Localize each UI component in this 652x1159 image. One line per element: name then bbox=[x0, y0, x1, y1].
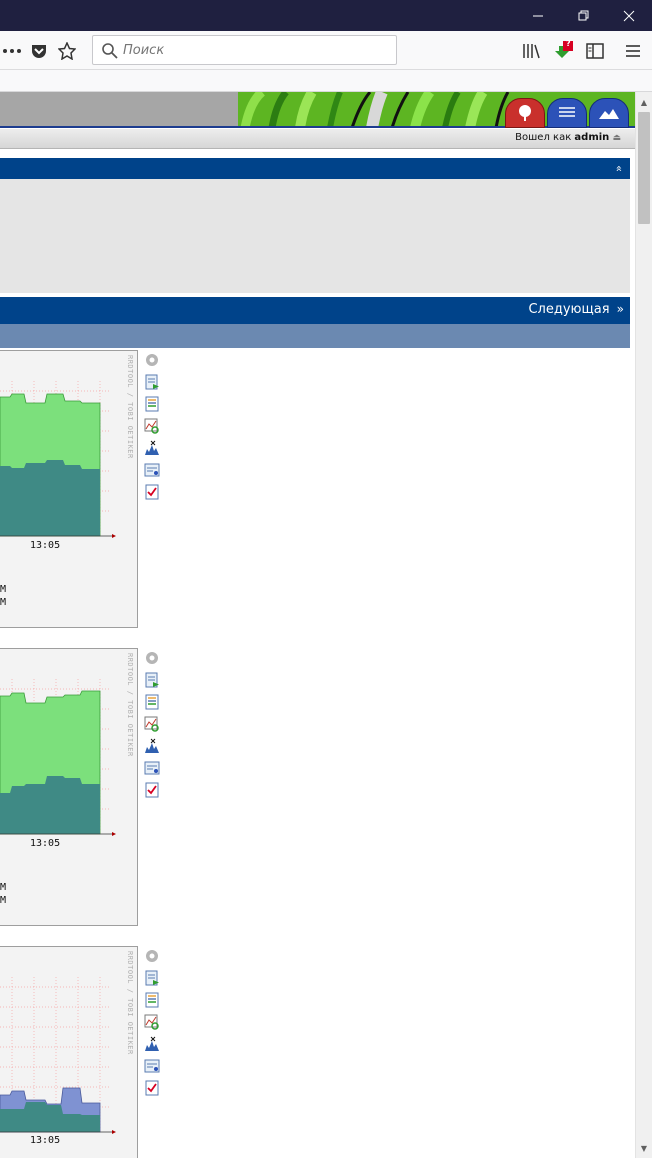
properties-icon[interactable] bbox=[144, 760, 160, 776]
logged-in-label: Вошел как bbox=[515, 132, 572, 143]
tab-graphs-tree[interactable] bbox=[505, 98, 545, 128]
close-icon bbox=[623, 10, 635, 21]
x-axis-time-label: 13:05 bbox=[30, 1135, 61, 1146]
menu-button[interactable] bbox=[621, 39, 645, 63]
pocket-icon bbox=[32, 45, 46, 58]
filter-panel-header: » bbox=[0, 158, 630, 179]
star-icon bbox=[58, 42, 76, 60]
graph-panel[interactable]: RRDTOOL / TOBI OETIKER 13:05 M M bbox=[0, 648, 138, 926]
gear-icon[interactable] bbox=[144, 352, 160, 368]
search-input[interactable] bbox=[123, 40, 383, 60]
restore-button[interactable] bbox=[561, 0, 607, 31]
tab-graphs-preview[interactable] bbox=[589, 98, 629, 128]
graphs-subheader bbox=[0, 324, 630, 348]
mountain-icon bbox=[599, 109, 619, 119]
pager-bar: Следующая » bbox=[0, 297, 630, 324]
graph-tools bbox=[144, 650, 160, 804]
scroll-thumb[interactable] bbox=[638, 112, 650, 224]
more-icon bbox=[3, 49, 21, 53]
scroll-down-arrow-icon[interactable]: ▼ bbox=[640, 1143, 648, 1153]
rrdtool-credit: RRDTOOL / TOBI OETIKER bbox=[126, 951, 134, 1055]
check-icon[interactable] bbox=[144, 782, 160, 798]
check-icon[interactable] bbox=[144, 484, 160, 500]
minimize-button[interactable] bbox=[515, 0, 561, 31]
sidebar-icon bbox=[586, 43, 604, 59]
user-name-link[interactable]: admin bbox=[574, 132, 610, 143]
restore-icon bbox=[578, 10, 589, 20]
graph-image bbox=[0, 679, 116, 836]
graph-panel[interactable]: RRDTOOL / TOBI OETIKER 13:05 M M bbox=[0, 350, 138, 628]
scroll-up-arrow-icon[interactable]: ▲ bbox=[640, 97, 648, 107]
spikekill-icon[interactable] bbox=[144, 1036, 160, 1052]
gear-icon[interactable] bbox=[144, 948, 160, 964]
logged-in-as: Вошел как admin ⏏ bbox=[515, 132, 621, 143]
page-actions-button[interactable] bbox=[0, 39, 24, 63]
export-icon[interactable] bbox=[144, 374, 160, 390]
next-page-icon: » bbox=[616, 302, 624, 316]
collapse-icon[interactable]: » bbox=[612, 165, 626, 172]
zoom-icon[interactable] bbox=[144, 716, 160, 732]
legend-entry: M bbox=[0, 895, 7, 906]
x-axis-time-label: 13:05 bbox=[30, 540, 61, 551]
search-icon bbox=[102, 43, 118, 59]
check-icon[interactable] bbox=[144, 1080, 160, 1096]
properties-icon[interactable] bbox=[144, 462, 160, 478]
sidebar-button[interactable] bbox=[583, 39, 607, 63]
download-icon bbox=[555, 41, 573, 58]
graph-image bbox=[0, 977, 116, 1134]
gear-icon[interactable] bbox=[144, 650, 160, 666]
logout-icon[interactable]: ⏏ bbox=[612, 133, 621, 143]
list-icon[interactable] bbox=[144, 694, 160, 710]
menu-icon bbox=[626, 45, 640, 57]
export-icon[interactable] bbox=[144, 970, 160, 986]
user-bar: Вошел как admin ⏏ bbox=[0, 129, 635, 149]
list-icon[interactable] bbox=[144, 992, 160, 1008]
next-page-link[interactable]: Следующая » bbox=[528, 302, 624, 317]
rrdtool-credit: RRDTOOL / TOBI OETIKER bbox=[126, 355, 134, 459]
search-box[interactable] bbox=[92, 35, 397, 65]
graph-tools bbox=[144, 352, 160, 506]
minimize-icon bbox=[533, 15, 543, 16]
close-button[interactable] bbox=[606, 0, 652, 31]
download-badge: ? bbox=[566, 39, 571, 48]
zoom-icon[interactable] bbox=[144, 418, 160, 434]
export-icon[interactable] bbox=[144, 672, 160, 688]
graph-image bbox=[0, 381, 116, 538]
pocket-button[interactable] bbox=[27, 39, 51, 63]
browser-toolbar: ? bbox=[0, 31, 652, 70]
list-icon bbox=[559, 107, 575, 117]
spikekill-icon[interactable] bbox=[144, 440, 160, 456]
filter-panel-body bbox=[0, 179, 630, 293]
zoom-icon[interactable] bbox=[144, 1014, 160, 1030]
graph-tools bbox=[144, 948, 160, 1102]
page-scrollbar[interactable]: ▲ ▼ bbox=[635, 92, 652, 1158]
legend-entry: M bbox=[0, 597, 7, 608]
rrdtool-credit: RRDTOOL / TOBI OETIKER bbox=[126, 653, 134, 757]
tree-icon bbox=[519, 105, 531, 121]
library-icon bbox=[523, 44, 540, 59]
spikekill-icon[interactable] bbox=[144, 738, 160, 754]
graph-panel[interactable]: RRDTOOL / TOBI OETIKER 13:05 bbox=[0, 946, 138, 1158]
list-icon[interactable] bbox=[144, 396, 160, 412]
window-titlebar bbox=[0, 0, 652, 31]
library-button[interactable] bbox=[519, 39, 543, 63]
legend-entry: M bbox=[0, 882, 7, 893]
download-button[interactable]: ? bbox=[551, 39, 575, 63]
tab-graphs-list[interactable] bbox=[547, 98, 587, 128]
bookmark-star-button[interactable] bbox=[55, 39, 79, 63]
next-page-label: Следующая bbox=[528, 302, 610, 317]
x-axis-time-label: 13:05 bbox=[30, 838, 61, 849]
properties-icon[interactable] bbox=[144, 1058, 160, 1074]
legend-entry: M bbox=[0, 584, 7, 595]
bookmarks-bar bbox=[0, 70, 652, 92]
